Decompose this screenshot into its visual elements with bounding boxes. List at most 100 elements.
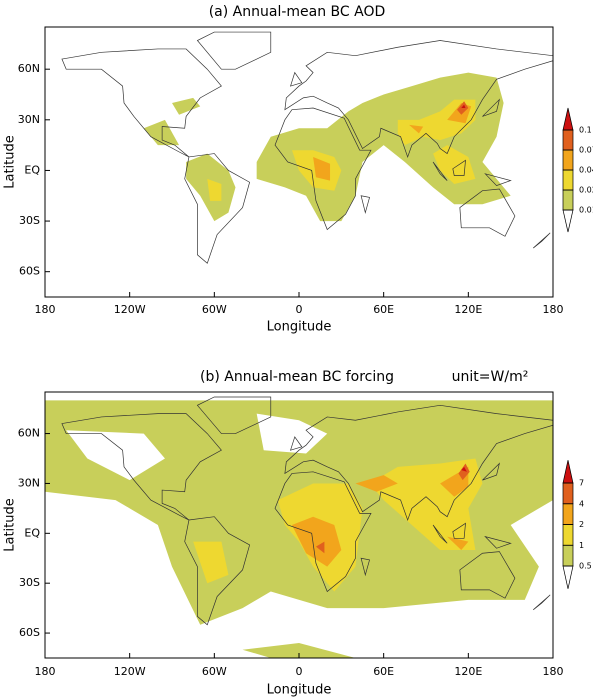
y-axis-label: Latitude xyxy=(3,498,18,552)
map-geometry xyxy=(62,32,553,263)
field-contour xyxy=(409,124,424,134)
x-tick-label: 120E xyxy=(454,665,482,678)
colorbar-segment xyxy=(562,169,574,191)
colorbar-segment xyxy=(562,544,574,567)
colorbar-label: 0.5 xyxy=(579,562,592,571)
y-tick-label: 60S xyxy=(19,626,40,639)
x-tick-label: 120E xyxy=(454,303,482,316)
x-tick-label: 180 xyxy=(543,303,564,316)
field-contour xyxy=(172,97,201,115)
field-contour xyxy=(52,508,144,550)
panel-title: (a) Annual-mean BC AOD xyxy=(209,4,386,20)
colorbar-end xyxy=(562,107,574,131)
panel-title: (b) Annual-mean BC forcing xyxy=(200,369,394,385)
coastline xyxy=(62,414,221,520)
coastline xyxy=(185,517,250,625)
coastline xyxy=(533,595,550,610)
x-tick-label: 120W xyxy=(114,665,146,678)
x-tick-label: 0 xyxy=(296,665,303,678)
x-tick-label: 60W xyxy=(202,665,227,678)
colorbar-segment xyxy=(562,189,574,211)
colorbar-label: 0.07 xyxy=(579,146,593,155)
x-tick-label: 180 xyxy=(543,665,564,678)
field-contour xyxy=(447,536,469,550)
field-contour xyxy=(66,430,165,481)
x-tick-label: 120W xyxy=(114,303,146,316)
map-area xyxy=(45,397,553,658)
field-contour xyxy=(458,463,470,481)
map-geometry xyxy=(45,397,553,658)
coastline xyxy=(453,160,466,175)
map-area xyxy=(62,32,553,263)
coastline xyxy=(275,108,371,230)
y-tick-label: EQ xyxy=(24,526,40,539)
field-contour xyxy=(313,156,331,181)
x-tick-label: 60E xyxy=(373,303,394,316)
y-tick-label: 60N xyxy=(18,62,40,75)
y-tick-label: 30N xyxy=(18,476,40,489)
coastline xyxy=(197,397,270,434)
coastline xyxy=(197,32,270,69)
coastline xyxy=(453,523,466,538)
y-axis-label: Latitude xyxy=(3,135,18,189)
y-tick-label: 30N xyxy=(18,113,40,126)
coastline xyxy=(185,154,250,264)
colorbar-end xyxy=(562,565,574,589)
coastline xyxy=(291,73,302,87)
colorbar-label: 0.04 xyxy=(579,166,593,175)
y-tick-label: 30S xyxy=(19,576,40,589)
field-contour xyxy=(207,178,222,201)
coastline xyxy=(62,49,221,157)
field-contour xyxy=(242,643,356,658)
colorbar-label: 7 xyxy=(579,479,584,488)
x-tick-label: 60W xyxy=(202,303,227,316)
coastline xyxy=(291,437,302,450)
colorbar-end xyxy=(562,209,574,233)
colorbar-segment xyxy=(562,149,574,171)
x-tick-label: 60E xyxy=(373,665,394,678)
colorbar-label: 0.01 xyxy=(579,206,593,215)
colorbar-label: 0.1 xyxy=(579,126,592,135)
coastline xyxy=(433,162,447,181)
y-tick-label: EQ xyxy=(24,163,40,176)
coastline xyxy=(482,463,499,480)
coastline xyxy=(482,100,499,117)
field-contour xyxy=(315,541,325,554)
x-axis-label: Longitude xyxy=(267,320,332,335)
field-contour xyxy=(461,104,466,108)
coastline xyxy=(361,558,369,575)
field-contour xyxy=(256,72,511,222)
coastline xyxy=(361,196,369,213)
colorbar-segment xyxy=(562,129,574,151)
coastline xyxy=(285,41,553,157)
colorbar-segment xyxy=(562,482,574,505)
coastline xyxy=(433,525,447,543)
x-tick-label: 180 xyxy=(35,665,56,678)
coastline xyxy=(275,472,371,592)
y-tick-label: 60S xyxy=(19,265,40,278)
x-axis-label: Longitude xyxy=(267,683,332,698)
y-tick-label: 30S xyxy=(19,214,40,227)
colorbar-label: 0.02 xyxy=(579,186,593,195)
coastline xyxy=(533,233,550,248)
unit-label: unit=W/m² xyxy=(452,369,529,385)
field-contour xyxy=(143,119,180,146)
colorbar-label: 2 xyxy=(579,520,584,529)
x-tick-label: 0 xyxy=(296,303,303,316)
coastline xyxy=(460,189,515,236)
field-contour xyxy=(433,145,476,184)
colorbar-segment xyxy=(562,524,574,546)
field-contour xyxy=(461,466,467,472)
coastline xyxy=(285,405,553,520)
field-contour xyxy=(291,516,342,567)
field-contour xyxy=(193,541,229,584)
colorbar-end xyxy=(562,460,574,484)
y-tick-label: 60N xyxy=(18,427,40,440)
x-tick-label: 180 xyxy=(35,303,56,316)
colorbar-label: 4 xyxy=(579,499,584,508)
coastline xyxy=(485,174,510,186)
coastline xyxy=(485,537,510,549)
colorbar-label: 1 xyxy=(579,541,584,550)
colorbar-segment xyxy=(562,503,574,525)
